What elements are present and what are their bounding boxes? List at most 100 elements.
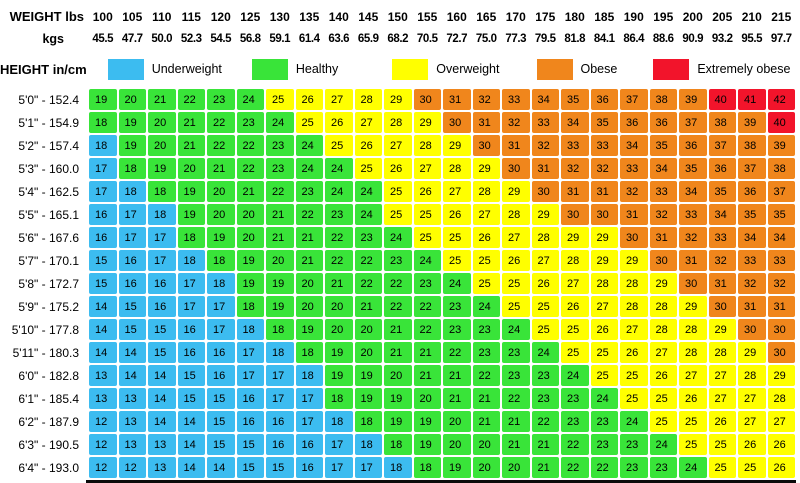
bmi-cell: 20 <box>443 411 471 433</box>
bmi-cell: 28 <box>590 273 618 295</box>
bmi-cell: 27 <box>649 342 677 364</box>
bmi-cell: 29 <box>590 227 618 249</box>
bmi-cell: 24 <box>561 365 589 387</box>
height-label: 6'3" - 190.5 <box>18 437 79 452</box>
bmi-cell: 13 <box>148 434 176 456</box>
bmi-cell: 26 <box>325 112 353 134</box>
row-cells: 12 13 14 14 15 16 16 17 18 18 19 19 20 21 21 22 23 23 24 25… <box>88 410 796 433</box>
bmi-cell: 17 <box>236 342 264 364</box>
weight-kgs-value: 61.4 <box>298 33 320 46</box>
bmi-cell: 19 <box>177 181 205 203</box>
table-row: 5'8" - 172.7 15 16 16 17 18 19 19 20 21 22 22 23 24 25… <box>0 272 800 295</box>
weight-lbs-value: 150 <box>387 9 408 24</box>
bmi-cell: 18 <box>118 158 146 180</box>
bmi-cell: 13 <box>89 365 117 387</box>
bmi-cell: 17 <box>325 457 353 479</box>
bmi-cell: 20 <box>354 319 382 341</box>
bmi-cell: 32 <box>531 135 559 157</box>
bmi-cell: 17 <box>354 457 382 479</box>
bmi-cell: 21 <box>472 388 500 410</box>
bmi-cell: 19 <box>354 365 382 387</box>
bmi-cell: 22 <box>384 273 412 295</box>
bmi-cell: 25 <box>561 319 589 341</box>
weight-kgs-value: 52.3 <box>180 33 202 46</box>
bmi-cell: 20 <box>236 227 264 249</box>
bmi-cell: 18 <box>89 112 117 134</box>
bottom-border-line <box>86 480 796 483</box>
bmi-cell: 26 <box>708 411 736 433</box>
height-label: 6'1" - 185.4 <box>18 391 79 406</box>
bmi-cell: 20 <box>177 158 205 180</box>
bmi-cell: 29 <box>443 135 471 157</box>
weight-kgs-axis-label: kgs <box>42 32 64 47</box>
weight-lbs-value: 120 <box>210 9 231 24</box>
bmi-cell: 20 <box>207 181 235 203</box>
bmi-cell: 28 <box>472 181 500 203</box>
bmi-cell: 18 <box>236 319 264 341</box>
bmi-cell: 30 <box>472 135 500 157</box>
bmi-cell: 27 <box>738 388 766 410</box>
bmi-cell: 33 <box>708 227 736 249</box>
bmi-cell: 30 <box>649 250 677 272</box>
bmi-cell: 25 <box>590 342 618 364</box>
bmi-cell: 25 <box>295 112 323 134</box>
bmi-cell: 14 <box>177 434 205 456</box>
bmi-cell: 22 <box>413 319 441 341</box>
height-axis-label: HEIGHT in/cm <box>0 61 87 77</box>
bmi-cell: 17 <box>236 365 264 387</box>
bmi-cell: 16 <box>89 227 117 249</box>
bmi-cell: 20 <box>384 365 412 387</box>
bmi-cell: 20 <box>266 250 294 272</box>
weight-lbs-value: 170 <box>505 9 526 24</box>
bmi-cell: 21 <box>443 365 471 387</box>
bmi-cell: 30 <box>413 89 441 111</box>
bmi-cell: 24 <box>502 319 530 341</box>
weight-kgs-value: 79.5 <box>534 33 556 46</box>
bmi-cell: 16 <box>295 457 323 479</box>
legend-label: Obese <box>580 62 618 77</box>
bmi-cell: 29 <box>561 227 589 249</box>
bmi-cell: 24 <box>649 434 677 456</box>
height-label: 5'0" - 152.4 <box>18 92 79 107</box>
bmi-cell: 29 <box>472 158 500 180</box>
bmi-cell: 23 <box>413 273 441 295</box>
bmi-cell: 29 <box>708 319 736 341</box>
bmi-cell: 35 <box>708 181 736 203</box>
bmi-cell: 21 <box>177 112 205 134</box>
bmi-cell: 15 <box>207 434 235 456</box>
bmi-cell: 33 <box>561 135 589 157</box>
table-row: 5'1" - 154.9 18 19 20 21 22 23 24 25 26 27 28 29 30 31… <box>0 111 800 134</box>
bmi-cell: 31 <box>767 296 795 318</box>
bmi-cell: 23 <box>266 158 294 180</box>
bmi-cell: 18 <box>384 434 412 456</box>
bmi-cell: 15 <box>177 365 205 387</box>
row-cells: 15 16 16 17 18 19 19 20 21 22 22 23 24 25 25 26 27 28 28 29… <box>88 272 796 295</box>
weight-kgs-value: 59.1 <box>269 33 291 46</box>
weight-kgs-value: 56.8 <box>239 33 261 46</box>
bmi-cell: 25 <box>649 411 677 433</box>
bmi-cell: 18 <box>354 411 382 433</box>
bmi-cell: 31 <box>738 296 766 318</box>
bmi-cell: 22 <box>207 135 235 157</box>
bmi-cell: 19 <box>89 89 117 111</box>
bmi-cell: 25 <box>413 204 441 226</box>
bmi-cell: 32 <box>620 181 648 203</box>
table-row: 5'3" - 160.0 17 18 19 20 21 22 23 24 24 25 26 27 28 29… <box>0 157 800 180</box>
weight-lbs-value: 140 <box>328 9 349 24</box>
bmi-cell: 25 <box>266 89 294 111</box>
bmi-cell: 13 <box>118 411 146 433</box>
legend-item: Obese <box>536 58 618 80</box>
weight-kgs-value: 86.4 <box>623 33 645 46</box>
bmi-cell: 23 <box>531 365 559 387</box>
bmi-cell: 38 <box>708 112 736 134</box>
bmi-cell: 33 <box>590 135 618 157</box>
bmi-cell: 26 <box>531 273 559 295</box>
bmi-cell: 18 <box>236 296 264 318</box>
height-label: 5'9" - 175.2 <box>18 299 79 314</box>
bmi-cell: 35 <box>561 89 589 111</box>
bmi-cell: 17 <box>148 227 176 249</box>
bmi-cell: 32 <box>472 89 500 111</box>
bmi-cell: 25 <box>472 273 500 295</box>
bmi-cell: 24 <box>443 273 471 295</box>
bmi-cell: 18 <box>118 181 146 203</box>
